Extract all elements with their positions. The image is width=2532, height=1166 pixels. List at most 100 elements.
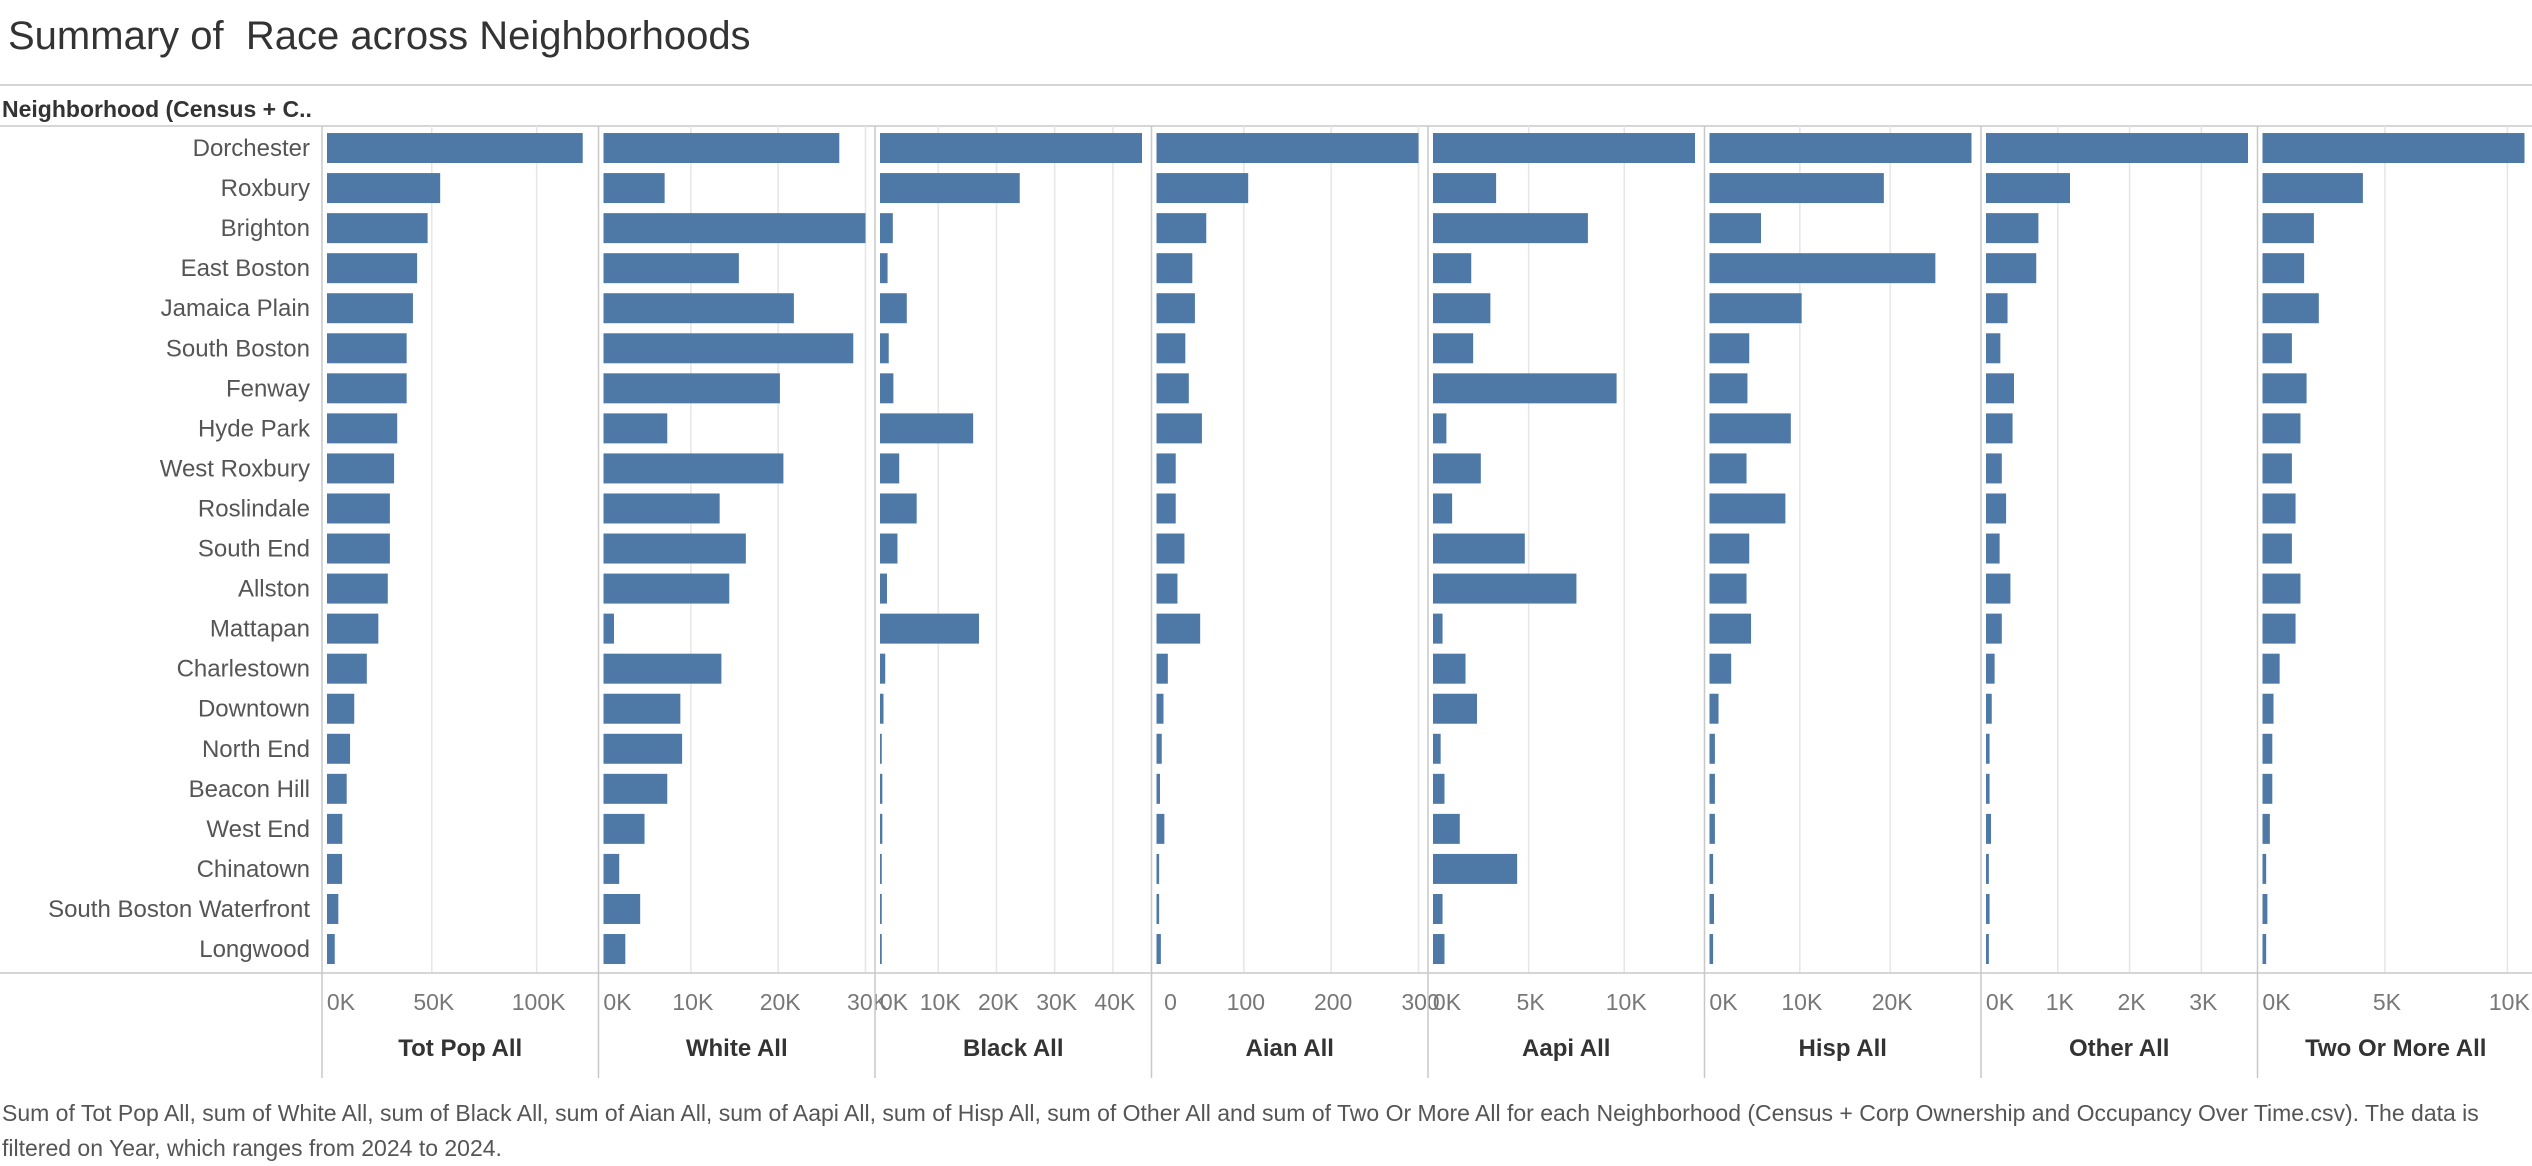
bar-aian-all-west-roxbury <box>1156 453 1176 484</box>
bar-hisp-all-downtown <box>1709 693 1719 724</box>
bar-hisp-all-allston <box>1709 573 1747 604</box>
bar-white-all-fenway <box>603 373 780 404</box>
bar-aapi-all-longwood <box>1433 934 1445 965</box>
bar-two-or-more-all-mattapan <box>2262 613 2296 644</box>
bar-hisp-all-west-end <box>1709 813 1715 844</box>
bar-two-or-more-all-south-boston-waterfront <box>2262 893 2268 924</box>
tick-label-other-all-3k: 3K <box>2189 989 2218 1015</box>
bar-hisp-all-beacon-hill <box>1709 773 1715 804</box>
bar-aian-all-jamaica-plain <box>1156 293 1195 324</box>
bar-tot-pop-all-north-end <box>327 733 351 764</box>
axis-title-aian-all: Aian All <box>1246 1035 1334 1062</box>
category-label-south-end: South End <box>198 536 310 563</box>
bar-aapi-all-chinatown <box>1433 853 1518 884</box>
bar-tot-pop-all-beacon-hill <box>327 773 347 804</box>
bar-aian-all-south-boston <box>1156 333 1186 364</box>
bar-aapi-all-south-boston-waterfront <box>1433 893 1443 924</box>
bar-white-all-south-boston-waterfront <box>603 893 641 924</box>
tick-label-two-or-more-all-10k: 10K <box>2489 989 2531 1015</box>
bar-black-all-longwood <box>880 934 882 965</box>
bar-black-all-chinatown <box>880 853 882 884</box>
tick-label-hisp-all-0k: 0K <box>1709 989 1738 1015</box>
bar-hisp-all-longwood <box>1709 934 1714 965</box>
bar-other-all-east-boston <box>1986 253 2037 284</box>
bar-aian-all-downtown <box>1156 693 1164 724</box>
tick-label-white-all-0k: 0K <box>603 989 632 1015</box>
tick-label-hisp-all-20k: 20K <box>1872 989 1914 1015</box>
bar-aapi-all-west-end <box>1433 813 1460 844</box>
bar-white-all-dorchester <box>603 133 840 164</box>
bar-tot-pop-all-south-boston <box>327 333 407 364</box>
bar-two-or-more-all-dorchester <box>2262 133 2525 164</box>
bar-aapi-all-beacon-hill <box>1433 773 1445 804</box>
bar-black-all-north-end <box>880 733 882 764</box>
bar-other-all-west-end <box>1986 813 1992 844</box>
bar-black-all-roxbury <box>880 173 1020 204</box>
bar-other-all-beacon-hill <box>1986 773 1990 804</box>
bar-black-all-beacon-hill <box>880 773 883 804</box>
tick-label-tot-pop-all-0k: 0K <box>327 989 356 1015</box>
bar-hisp-all-south-end <box>1709 533 1750 564</box>
bar-hisp-all-hyde-park <box>1709 413 1791 444</box>
bar-chart: Neighborhood (Census + C.. Dorchester Roxb… <box>0 84 2532 1078</box>
bar-tot-pop-all-roxbury <box>327 173 441 204</box>
axis-title-white-all: White All <box>686 1035 788 1062</box>
bar-white-all-south-end <box>603 533 746 564</box>
axis-title-other-all: Other All <box>2069 1035 2169 1062</box>
bar-black-all-east-boston <box>880 253 888 284</box>
bar-aian-all-south-end <box>1156 533 1185 564</box>
row-header-label: Neighborhood (Census + C.. <box>2 96 312 122</box>
bar-two-or-more-all-hyde-park <box>2262 413 2301 444</box>
category-label-downtown: Downtown <box>198 696 310 723</box>
bar-black-all-downtown <box>880 693 884 724</box>
bar-aapi-all-allston <box>1433 573 1577 604</box>
category-label-mattapan: Mattapan <box>210 616 310 643</box>
bar-other-all-south-boston-waterfront <box>1986 893 1990 924</box>
bar-black-all-hyde-park <box>880 413 974 444</box>
axis-title-tot-pop-all: Tot Pop All <box>398 1035 522 1062</box>
tick-label-aapi-all-10k: 10K <box>1606 989 1648 1015</box>
bar-two-or-more-all-west-roxbury <box>2262 453 2292 484</box>
bar-two-or-more-all-north-end <box>2262 733 2273 764</box>
bar-white-all-west-roxbury <box>603 453 784 484</box>
tick-label-aian-all-300: 300 <box>1401 989 1439 1015</box>
bar-aian-all-east-boston <box>1156 253 1193 284</box>
category-label-allston: Allston <box>238 576 310 603</box>
bar-two-or-more-all-west-end <box>2262 813 2270 844</box>
bar-two-or-more-all-jamaica-plain <box>2262 293 2319 324</box>
bar-black-all-south-boston <box>880 333 889 364</box>
axis-title-two-or-more-all: Two Or More All <box>2305 1035 2486 1062</box>
bar-tot-pop-all-allston <box>327 573 388 604</box>
tick-label-black-all-10k: 10K <box>920 989 962 1015</box>
bar-tot-pop-all-fenway <box>327 373 407 404</box>
bar-aian-all-fenway <box>1156 373 1189 404</box>
tick-label-aapi-all-0k: 0K <box>1433 989 1462 1015</box>
bar-aapi-all-roxbury <box>1433 173 1497 204</box>
bar-hisp-all-roxbury <box>1709 173 1884 204</box>
bar-aapi-all-brighton <box>1433 213 1588 244</box>
bar-two-or-more-all-south-end <box>2262 533 2292 564</box>
category-label-roxbury: Roxbury <box>221 175 310 202</box>
bar-white-all-downtown <box>603 693 681 724</box>
category-label-jamaica-plain: Jamaica Plain <box>161 295 310 322</box>
bar-aapi-all-roslindale <box>1433 493 1453 524</box>
bar-tot-pop-all-longwood <box>327 934 335 965</box>
bar-aian-all-west-end <box>1156 813 1165 844</box>
category-label-brighton: Brighton <box>221 215 310 242</box>
bar-aian-all-roxbury <box>1156 173 1249 204</box>
bar-tot-pop-all-chinatown <box>327 853 343 884</box>
bar-tot-pop-all-west-end <box>327 813 343 844</box>
tick-label-black-all-30k: 30K <box>1036 989 1078 1015</box>
bar-white-all-roslindale <box>603 493 720 524</box>
tick-label-white-all-10k: 10K <box>672 989 714 1015</box>
tick-label-black-all-0k: 0K <box>880 989 909 1015</box>
bar-aapi-all-south-boston <box>1433 333 1474 364</box>
chart-caption: Sum of Tot Pop All, sum of White All, su… <box>2 1100 2479 1161</box>
bar-other-all-longwood <box>1986 934 1989 965</box>
category-label-longwood: Longwood <box>199 936 310 963</box>
bar-other-all-mattapan <box>1986 613 2002 644</box>
bar-hisp-all-west-roxbury <box>1709 453 1747 484</box>
tick-label-other-all-0k: 0K <box>1986 989 2015 1015</box>
bar-two-or-more-all-chinatown <box>2262 853 2267 884</box>
tick-label-black-all-20k: 20K <box>978 989 1020 1015</box>
